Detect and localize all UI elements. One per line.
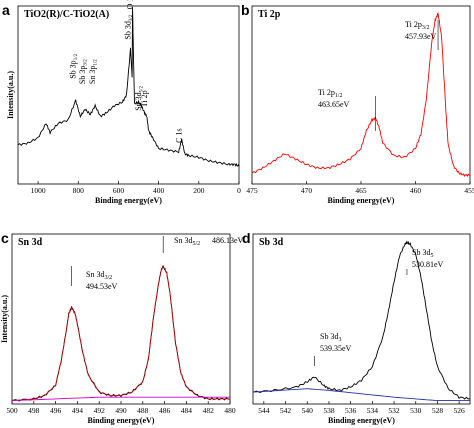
x-tick-label-d-8: 528 (432, 406, 444, 415)
panel-d: d Sb 3d 544 542 540 538 536 534 532 530 528 526 Bind… (242, 230, 471, 425)
x-tick-label-a-4: 200 (193, 186, 205, 195)
panel-b: b Ti 2p 475 470 465 460 455 Binding energy(eV) T… (241, 2, 474, 205)
x-tick-label-a-2: 600 (113, 186, 125, 195)
plot-frame-a (17, 5, 240, 185)
x-tick-label-b-2: 465 (355, 186, 367, 195)
x-tick-label-d-3: 538 (323, 406, 335, 415)
series-line-c-background (11, 396, 230, 402)
x-tick-label-c-8: 484 (181, 406, 193, 415)
x-tick-label-d-1: 542 (280, 406, 292, 415)
x-tick-label-d-9: 526 (454, 406, 466, 415)
peak-label-a-2: Sb 3p1/2 (69, 53, 80, 78)
peak-value-b-1: 457.93eV (405, 32, 437, 41)
x-tick-label-d-5: 534 (367, 406, 379, 415)
x-tick-label-d-7: 530 (410, 406, 422, 415)
peak-label-a-6: Sn 3d5/2 (134, 85, 145, 110)
x-tick-label-a-5: 0 (237, 186, 241, 195)
peak-value-d-0: 539.35eV (320, 344, 352, 353)
x-tick-label-b-3: 460 (410, 186, 422, 195)
y-axis-label-a: Intensity(a.u.) (6, 71, 15, 119)
series-line-a-0 (17, 7, 240, 167)
x-tick-label-c-1: 498 (28, 406, 40, 415)
x-tick-label-a-1: 800 (73, 186, 85, 195)
peak-value-b-0: 463.65eV (318, 100, 350, 109)
x-tick-label-d-2: 540 (302, 406, 314, 415)
x-axis-label-a: Binding energy(eV) (95, 196, 162, 205)
y-axis-label-c: Intensity(a.u.) (0, 295, 9, 343)
x-tick-label-c-0: 500 (6, 406, 18, 415)
plot-frame-c (11, 233, 231, 405)
peak-label-d-1: Sb 3d5 (412, 248, 433, 259)
x-tick-label-d-0: 544 (258, 406, 270, 415)
panel-c: c Sn 3d 500 498 496 494 492 490 488 486 484 482 480 B… (0, 230, 244, 425)
x-tick-label-d-4: 536 (345, 406, 357, 415)
peak-value-d-1: 530.81eV (412, 260, 444, 269)
x-tick-label-a-0: 1000 (31, 186, 46, 195)
x-tick-label-c-9: 482 (203, 406, 215, 415)
x-tick-label-a-3: 400 (153, 186, 165, 195)
series-line-b-0 (251, 12, 471, 178)
peak-label-d-0: Sb 3d3 (320, 332, 341, 343)
peak-label-c-0: Sn 3d3/2 (86, 270, 112, 281)
plot-frame-d (252, 233, 471, 405)
peak-label-a-5: Ti 2p (140, 90, 149, 107)
x-tick-label-b-4: 455 (464, 186, 474, 195)
peak-label-a-4: Sn 3p1/2 (88, 59, 99, 84)
peak-label-a-3: Sb 3p3/2 (78, 59, 89, 84)
x-axis-label-d: Binding energy(eV) (328, 416, 395, 425)
x-tick-label-b-1: 470 (301, 186, 313, 195)
x-tick-label-c-6: 488 (137, 406, 149, 415)
x-tick-label-d-6: 532 (388, 406, 400, 415)
panel-label-a: a (2, 2, 10, 18)
x-tick-label-c-2: 496 (50, 406, 62, 415)
series-line-c-fit (11, 265, 230, 401)
x-tick-label-b-0: 475 (246, 186, 258, 195)
peak-label-b-1: Ti 2p3/2 (405, 20, 430, 31)
x-axis-label-b: Binding energy(eV) (328, 196, 395, 205)
peak-label-a-7: C 1s (175, 128, 184, 142)
x-tick-label-c-5: 490 (115, 406, 127, 415)
series-line-c-raw (11, 265, 231, 402)
panel-title-c: Sn 3d (18, 237, 43, 248)
x-tick-label-c-3: 494 (72, 406, 84, 415)
panel-label-d: d (242, 230, 251, 246)
series-line-d-raw (252, 240, 470, 400)
peak-label-a-0: O 1s (126, 0, 135, 9)
x-axis-label-c: Binding energy(eV) (88, 416, 155, 425)
panel-label-b: b (241, 2, 250, 18)
peak-label-a-1: Sb 3d3/2 (124, 14, 135, 39)
peak-label-b-0: Ti 2p1/2 (318, 88, 343, 99)
peak-value-c-0: 494.53eV (86, 282, 118, 291)
plot-frame-b (251, 5, 471, 185)
panel-label-c: c (1, 230, 9, 246)
peak-label-c-1: Sn 3d5/2 (174, 236, 200, 247)
peak-value-c-1: 486.13eV (212, 236, 244, 245)
series-line-d-background (252, 388, 470, 402)
x-tick-label-c-10: 480 (224, 406, 236, 415)
x-tick-label-c-7: 486 (159, 406, 171, 415)
panel-a: a TiO2(R)/C-TiO2(A) 1000 800 600 400 200 0 Bindi… (2, 0, 241, 205)
panel-title-b: Ti 2p (258, 9, 281, 20)
x-tick-label-c-4: 492 (94, 406, 106, 415)
panel-title-d: Sb 3d (259, 237, 284, 248)
panel-title-a: TiO2(R)/C-TiO2(A) (24, 9, 109, 20)
